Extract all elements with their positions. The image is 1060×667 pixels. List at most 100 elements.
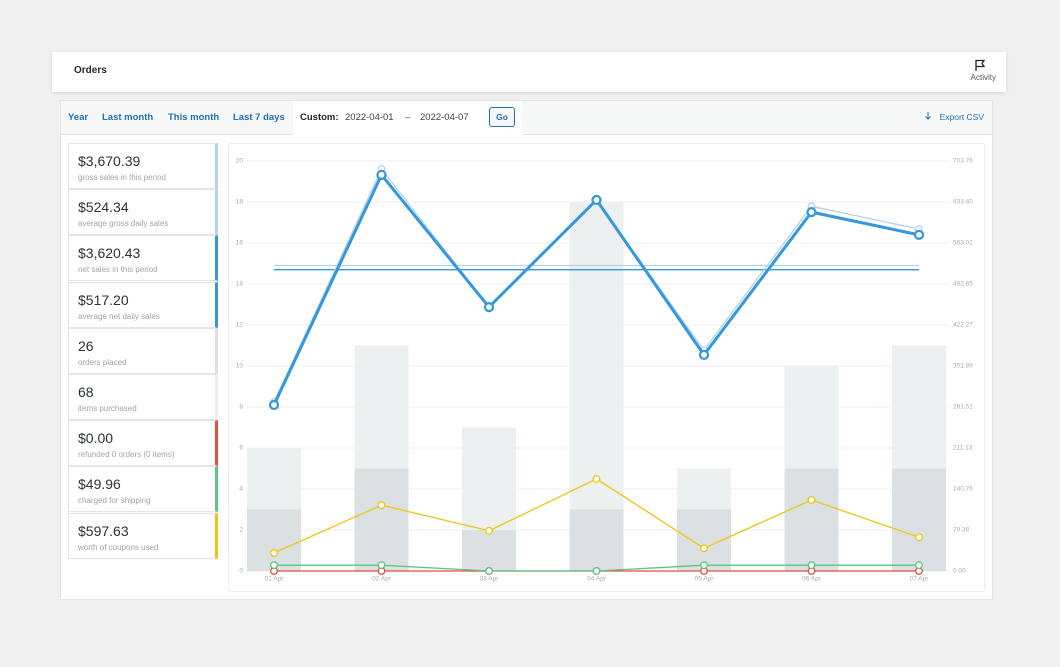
point	[592, 567, 601, 575]
legend-description: worth of coupons used	[78, 542, 159, 552]
y-tick-label: 16	[236, 240, 244, 247]
legend-description: refunded 0 orders (0 items)	[78, 450, 175, 460]
point	[807, 561, 816, 570]
point	[806, 207, 817, 218]
header: Orders Activity	[52, 52, 1006, 92]
y2-tick-label: 351.89	[953, 363, 973, 370]
point	[700, 561, 708, 570]
y2-tick-label: 140.76	[953, 486, 973, 493]
bar	[462, 530, 516, 571]
point	[700, 544, 708, 553]
legend-amount: $517.20	[78, 291, 129, 308]
legend-description: average net daily sales	[78, 311, 160, 321]
legend-item: 68 items purchased	[68, 374, 218, 420]
point	[270, 561, 278, 570]
legend-description: gross sales in this period	[78, 173, 167, 182]
tab[interactable]: Last 7 days	[233, 112, 285, 123]
bar	[247, 509, 301, 571]
y2-tick-label: 281.51	[953, 404, 973, 411]
x-tick-label: 01 Apr	[265, 576, 285, 583]
y-tick-label: 20	[236, 158, 244, 165]
legend-amount: $3,670.39	[78, 153, 141, 169]
y-tick-label: 18	[236, 199, 244, 206]
point	[268, 399, 280, 411]
y-tick-label: 8	[239, 404, 243, 411]
export-icon	[925, 112, 931, 120]
tab[interactable]: Year	[68, 112, 89, 123]
export-csv[interactable]: Export CSV	[939, 112, 984, 122]
y2-tick-label: 563.02	[953, 240, 973, 247]
y2-tick-label: 422.27	[953, 322, 973, 329]
bar	[892, 468, 946, 571]
y2-tick-label: 70.38	[953, 527, 970, 534]
page-title: Orders	[74, 65, 107, 76]
y-tick-label: 2	[239, 527, 243, 534]
tab[interactable]: Last month	[102, 112, 154, 123]
legend-item: $3,670.39 gross sales in this period	[68, 143, 218, 189]
legend-amount: 68	[78, 384, 94, 400]
x-tick-label: 07 Apr	[910, 576, 930, 583]
x-tick-label: 02 Apr	[372, 576, 392, 583]
y-tick-label: 4	[239, 486, 243, 493]
legend-amount: $524.34	[78, 199, 129, 216]
legend-item: $524.34 average gross daily sales	[68, 189, 218, 236]
point	[591, 194, 602, 205]
point	[377, 501, 386, 510]
point	[483, 301, 495, 313]
bar	[784, 468, 839, 571]
date-from[interactable]: 2022-04-01	[345, 112, 394, 123]
bar	[354, 468, 409, 571]
point	[592, 475, 601, 483]
legend-description: net sales in this period	[78, 265, 158, 275]
date-separator: –	[405, 112, 411, 123]
date-to[interactable]: 2022-04-07	[420, 112, 469, 123]
y-tick-label: 0	[239, 568, 243, 575]
y2-tick-label: 633.40	[953, 199, 973, 206]
legend-amount: $597.63	[78, 522, 129, 539]
activity-icon[interactable]	[974, 59, 986, 72]
legend-amount: $49.96	[78, 476, 121, 493]
point	[485, 567, 493, 575]
point	[377, 561, 386, 570]
go-button[interactable]: Go	[489, 107, 515, 127]
point	[270, 548, 278, 557]
y-tick-label: 12	[236, 322, 244, 329]
x-tick-label: 03 Apr	[480, 576, 500, 583]
legend-description: orders placed	[78, 357, 127, 367]
tab[interactable]: This month	[168, 112, 220, 123]
y2-tick-label: 703.76	[953, 158, 973, 165]
y2-tick-label: 0.00	[953, 568, 966, 575]
point	[915, 533, 923, 542]
point	[485, 526, 493, 535]
point	[376, 169, 387, 180]
y2-tick-label: 211.13	[953, 445, 973, 452]
y-tick-label: 10	[236, 363, 244, 370]
legend-amount: 26	[78, 337, 94, 354]
legend-item: $0.00 refunded 0 orders (0 items)	[68, 420, 218, 467]
y-tick-label: 6	[239, 445, 243, 452]
point	[915, 561, 923, 570]
legend-item: 26 orders placed	[68, 327, 218, 374]
activity-button[interactable]: Activity	[970, 73, 996, 82]
legend-description: items purchased	[78, 404, 137, 413]
y-tick-label: 14	[236, 281, 244, 288]
point	[698, 349, 710, 360]
point	[913, 229, 925, 240]
tab-row: Year Last month This month Last 7 days C…	[61, 101, 992, 135]
legend-description: average gross daily sales	[78, 219, 169, 229]
x-tick-label: 06 Apr	[802, 576, 822, 583]
legend-item: $517.20 average net daily sales	[68, 281, 218, 328]
custom-tab: Custom: 2022-04-01 – 2022-04-07 Go	[293, 101, 522, 135]
legend-item: $597.63 worth of coupons used	[68, 512, 218, 559]
y2-tick-label: 492.65	[953, 281, 973, 288]
custom-label: Custom:	[300, 112, 339, 123]
point	[807, 495, 816, 504]
legend-amount: $3,620.43	[78, 245, 141, 262]
legend-item: $49.96 charged for shipping	[68, 466, 218, 513]
x-tick-label: 05 Apr	[695, 576, 715, 583]
bar	[569, 509, 624, 571]
legend-amount: $0.00	[78, 430, 114, 447]
x-tick-label: 04 Apr	[587, 576, 607, 583]
